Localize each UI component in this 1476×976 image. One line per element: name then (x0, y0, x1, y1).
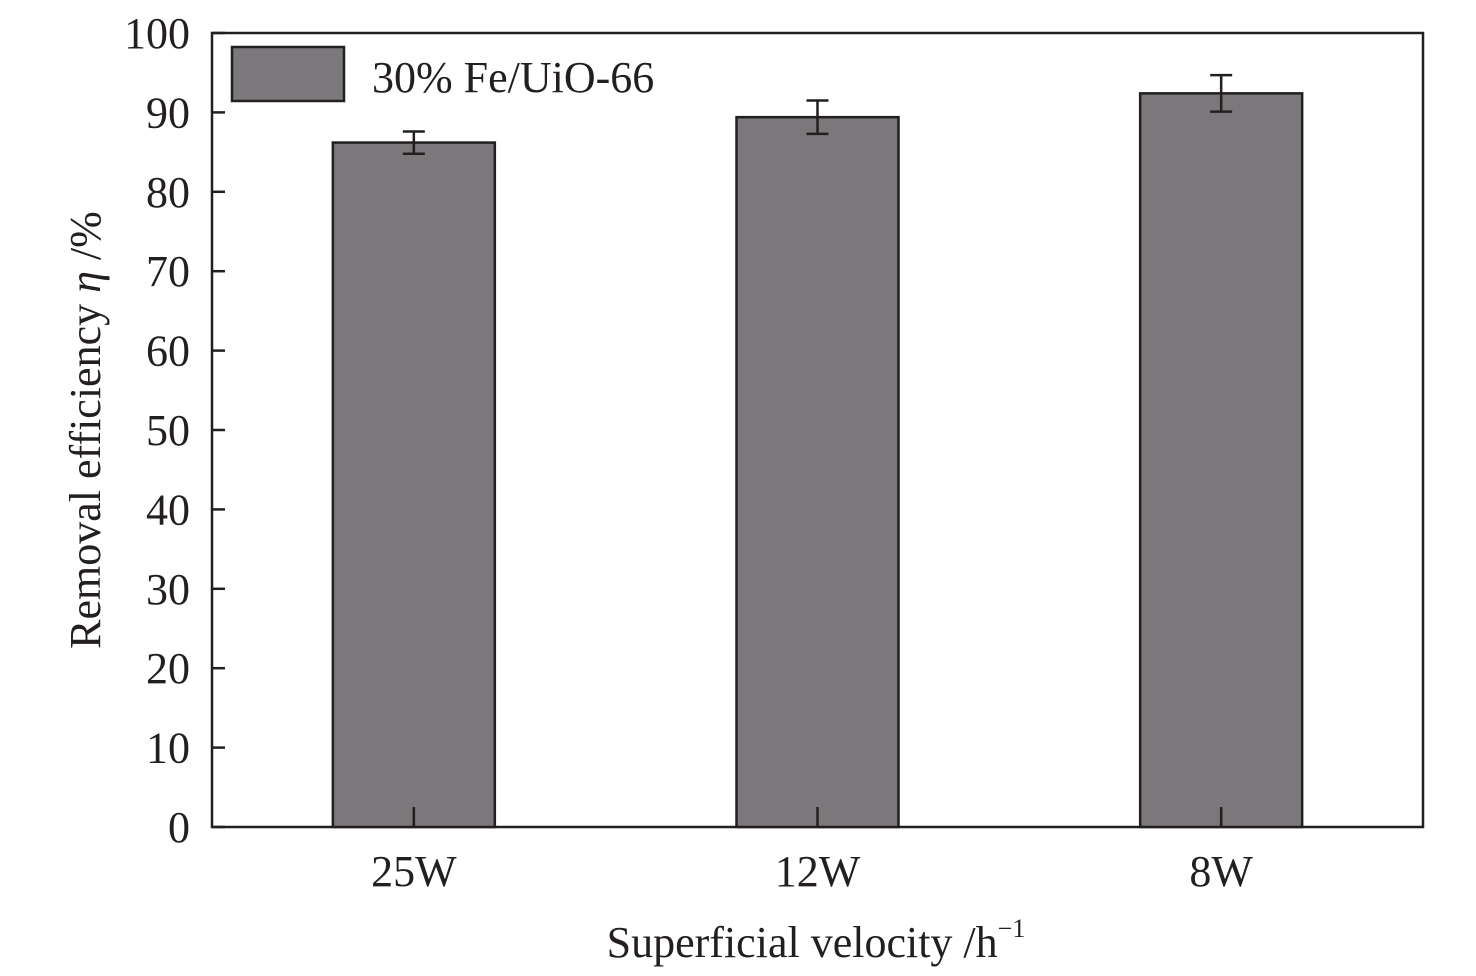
error-bar-12w (806, 99, 829, 136)
x-axis-ticks: 25W 12W 8W (371, 807, 1253, 896)
error-bar-25w (402, 130, 425, 155)
x-axis-title-superscript: −1 (998, 914, 1026, 943)
y-axis-title-symbol: η (61, 271, 110, 293)
bar-12w (735, 115, 900, 829)
bars (331, 92, 1304, 829)
x-axis-title-base: Superficial velocity /h (607, 918, 998, 967)
x-axis-title: Superficial velocity /h−1 (607, 914, 1026, 967)
bar-8w (1138, 92, 1304, 829)
legend-swatch (230, 45, 346, 103)
bar-25w (331, 141, 497, 829)
x-tick-label-12w: 12W (775, 847, 861, 896)
legend: 30% Fe/UiO-66 (230, 45, 654, 103)
y-tick-label: 20 (146, 644, 190, 693)
y-axis-title-suffix: /% (61, 211, 110, 271)
x-tick-label-8w: 8W (1189, 847, 1253, 896)
y-axis-ticks: 0 10 20 30 40 50 60 70 80 90 100 (124, 9, 225, 852)
y-tick-label: 10 (146, 724, 190, 773)
legend-label: 30% Fe/UiO-66 (372, 53, 654, 102)
y-tick-label: 90 (146, 88, 190, 137)
x-tick-label-25w: 25W (371, 847, 457, 896)
y-tick-label: 50 (146, 406, 190, 455)
y-tick-label: 0 (168, 803, 190, 852)
y-tick-label: 100 (124, 9, 190, 58)
y-tick-label: 60 (146, 327, 190, 376)
y-tick-label: 80 (146, 168, 190, 217)
y-tick-label: 70 (146, 247, 190, 296)
error-bars (402, 73, 1233, 155)
y-tick-label: 30 (146, 565, 190, 614)
error-bar-8w (1210, 73, 1233, 113)
y-axis-title-prefix: Removal efficiency (61, 293, 110, 649)
y-tick-label: 40 (146, 485, 190, 534)
y-axis-title: Removal efficiency η /% (61, 211, 110, 649)
